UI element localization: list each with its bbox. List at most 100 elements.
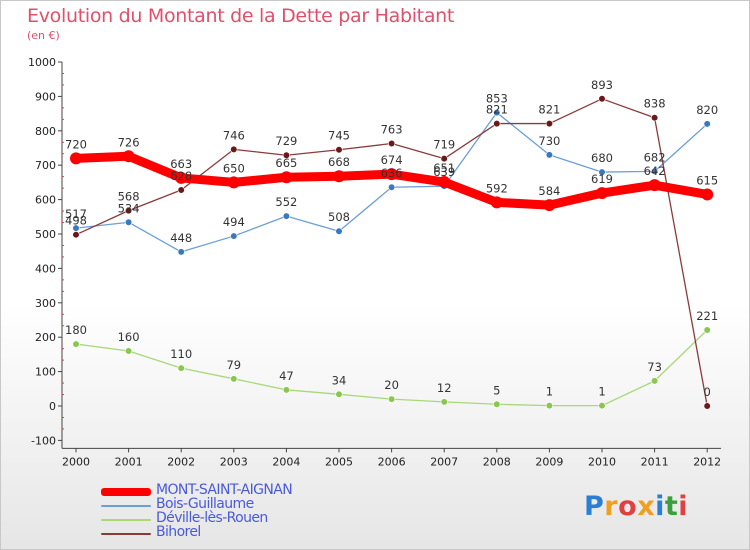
data-point-bihorel [493, 119, 501, 128]
proxiti-logo: Proxiti [584, 491, 688, 522]
data-point-bihorel [440, 155, 448, 163]
data-label-bihorel: 838 [644, 97, 666, 111]
x-tick-label: 2012 [693, 455, 721, 468]
data-point-mont-saint-aignan [490, 196, 503, 209]
data-point-d-ville-l-s-rouen [177, 364, 185, 372]
data-point-mont-saint-aignan [648, 179, 661, 192]
legend-label: Bois-Guillaume [156, 496, 254, 512]
data-point-mont-saint-aignan [333, 170, 345, 183]
data-point-bois-guillaume [124, 218, 133, 226]
data-point-mont-saint-aignan [70, 152, 82, 165]
data-point-d-ville-l-s-rouen [650, 377, 659, 385]
x-tick-label: 2009 [535, 455, 563, 468]
data-point-bois-guillaume [177, 248, 185, 256]
x-tick-label: 2011 [641, 455, 669, 468]
data-label-d-ville-l-s-rouen: 79 [226, 358, 241, 372]
data-point-bihorel [388, 139, 396, 148]
data-label-d-ville-l-s-rouen: 1 [598, 385, 605, 399]
unit-label: (en €) [27, 29, 60, 42]
data-label-bihorel: 498 [65, 214, 87, 228]
data-point-bois-guillaume [282, 212, 291, 220]
data-point-mont-saint-aignan [280, 171, 293, 184]
x-tick-label: 2004 [272, 455, 300, 468]
data-point-bois-guillaume [703, 120, 711, 128]
logo-letter: x [637, 491, 656, 522]
data-label-bihorel: 821 [486, 103, 508, 117]
y-tick-label: 200 [35, 331, 56, 344]
data-label-bihorel: 821 [538, 103, 560, 117]
y-tick-label: 0 [49, 400, 56, 413]
x-tick-label: 2002 [167, 455, 195, 468]
data-point-bois-guillaume [335, 227, 343, 235]
data-point-mont-saint-aignan [596, 187, 608, 200]
data-point-mont-saint-aignan [543, 199, 556, 212]
legend-swatch [101, 533, 151, 535]
data-point-bihorel [282, 151, 291, 159]
data-point-bois-guillaume [650, 167, 659, 175]
logo-letter: P [584, 491, 605, 522]
x-tick-label: 2005 [325, 455, 353, 468]
data-label-bois-guillaume: 508 [328, 210, 350, 224]
data-label-mont-saint-aignan: 615 [696, 173, 718, 187]
data-label-d-ville-l-s-rouen: 12 [437, 381, 452, 395]
logo-letter: i [678, 491, 689, 522]
data-label-d-ville-l-s-rouen: 110 [170, 347, 192, 361]
data-label-mont-saint-aignan: 668 [328, 155, 350, 169]
data-label-d-ville-l-s-rouen: 180 [65, 323, 87, 337]
axes: -100010020030040050060070080090010002000… [28, 56, 721, 468]
y-tick-label: -100 [31, 434, 56, 447]
series-line-d-ville-l-s-rouen [75, 329, 708, 407]
data-point-mont-saint-aignan [175, 171, 188, 184]
y-tick-label: 900 [35, 90, 56, 103]
y-tick-label: 400 [35, 262, 56, 275]
data-label-mont-saint-aignan: 592 [486, 181, 508, 195]
data-point-bihorel [72, 231, 80, 239]
data-point-d-ville-l-s-rouen [545, 402, 554, 410]
data-point-bihorel [177, 186, 185, 194]
legend-swatch [101, 488, 151, 496]
data-label-mont-saint-aignan: 619 [591, 172, 613, 186]
data-point-bihorel [650, 114, 659, 122]
data-label-bihorel: 0 [704, 385, 711, 399]
data-label-mont-saint-aignan: 584 [538, 184, 560, 198]
data-label-bois-guillaume: 517 [65, 207, 87, 221]
data-label-bihorel: 568 [118, 190, 140, 204]
x-tick-label: 2003 [220, 455, 248, 468]
data-point-d-ville-l-s-rouen [493, 400, 501, 408]
y-tick-label: 500 [35, 228, 56, 241]
data-point-bihorel [545, 119, 554, 128]
y-tick-label: 300 [35, 297, 56, 310]
data-point-d-ville-l-s-rouen [230, 375, 238, 383]
y-tick-label: 600 [35, 194, 56, 207]
data-label-mont-saint-aignan: 651 [433, 161, 455, 175]
x-tick-label: 2007 [430, 455, 458, 468]
data-label-mont-saint-aignan: 726 [118, 135, 140, 149]
data-point-d-ville-l-s-rouen [282, 386, 291, 394]
legend-swatch [101, 519, 151, 521]
data-point-d-ville-l-s-rouen [72, 340, 80, 348]
data-point-bois-guillaume [230, 232, 238, 240]
x-tick-label: 2001 [115, 455, 143, 468]
data-label-mont-saint-aignan: 720 [65, 137, 87, 151]
data-label-d-ville-l-s-rouen: 47 [279, 369, 294, 383]
data-point-bihorel [335, 146, 343, 154]
x-tick-label: 2008 [483, 455, 511, 468]
data-label-bihorel: 746 [223, 128, 245, 142]
data-point-bois-guillaume [493, 108, 501, 117]
data-label-bois-guillaume: 639 [433, 165, 455, 179]
data-label-bois-guillaume: 636 [381, 166, 403, 180]
data-label-d-ville-l-s-rouen: 34 [332, 373, 347, 387]
data-label-d-ville-l-s-rouen: 20 [384, 378, 399, 392]
logo-letter: o [618, 491, 638, 522]
legend-label: Bihorel [156, 524, 201, 540]
data-point-bois-guillaume [545, 151, 554, 159]
data-label-bihorel: 763 [381, 123, 403, 137]
data-label-d-ville-l-s-rouen: 160 [118, 330, 140, 344]
chart-title: Evolution du Montant de la Dette par Hab… [27, 5, 455, 27]
legend-swatch [101, 505, 151, 507]
data-point-d-ville-l-s-rouen [598, 402, 606, 410]
legend-label: Déville-lès-Rouen [156, 510, 268, 526]
logo-letter: t [664, 491, 679, 522]
x-tick-label: 2000 [62, 455, 90, 468]
